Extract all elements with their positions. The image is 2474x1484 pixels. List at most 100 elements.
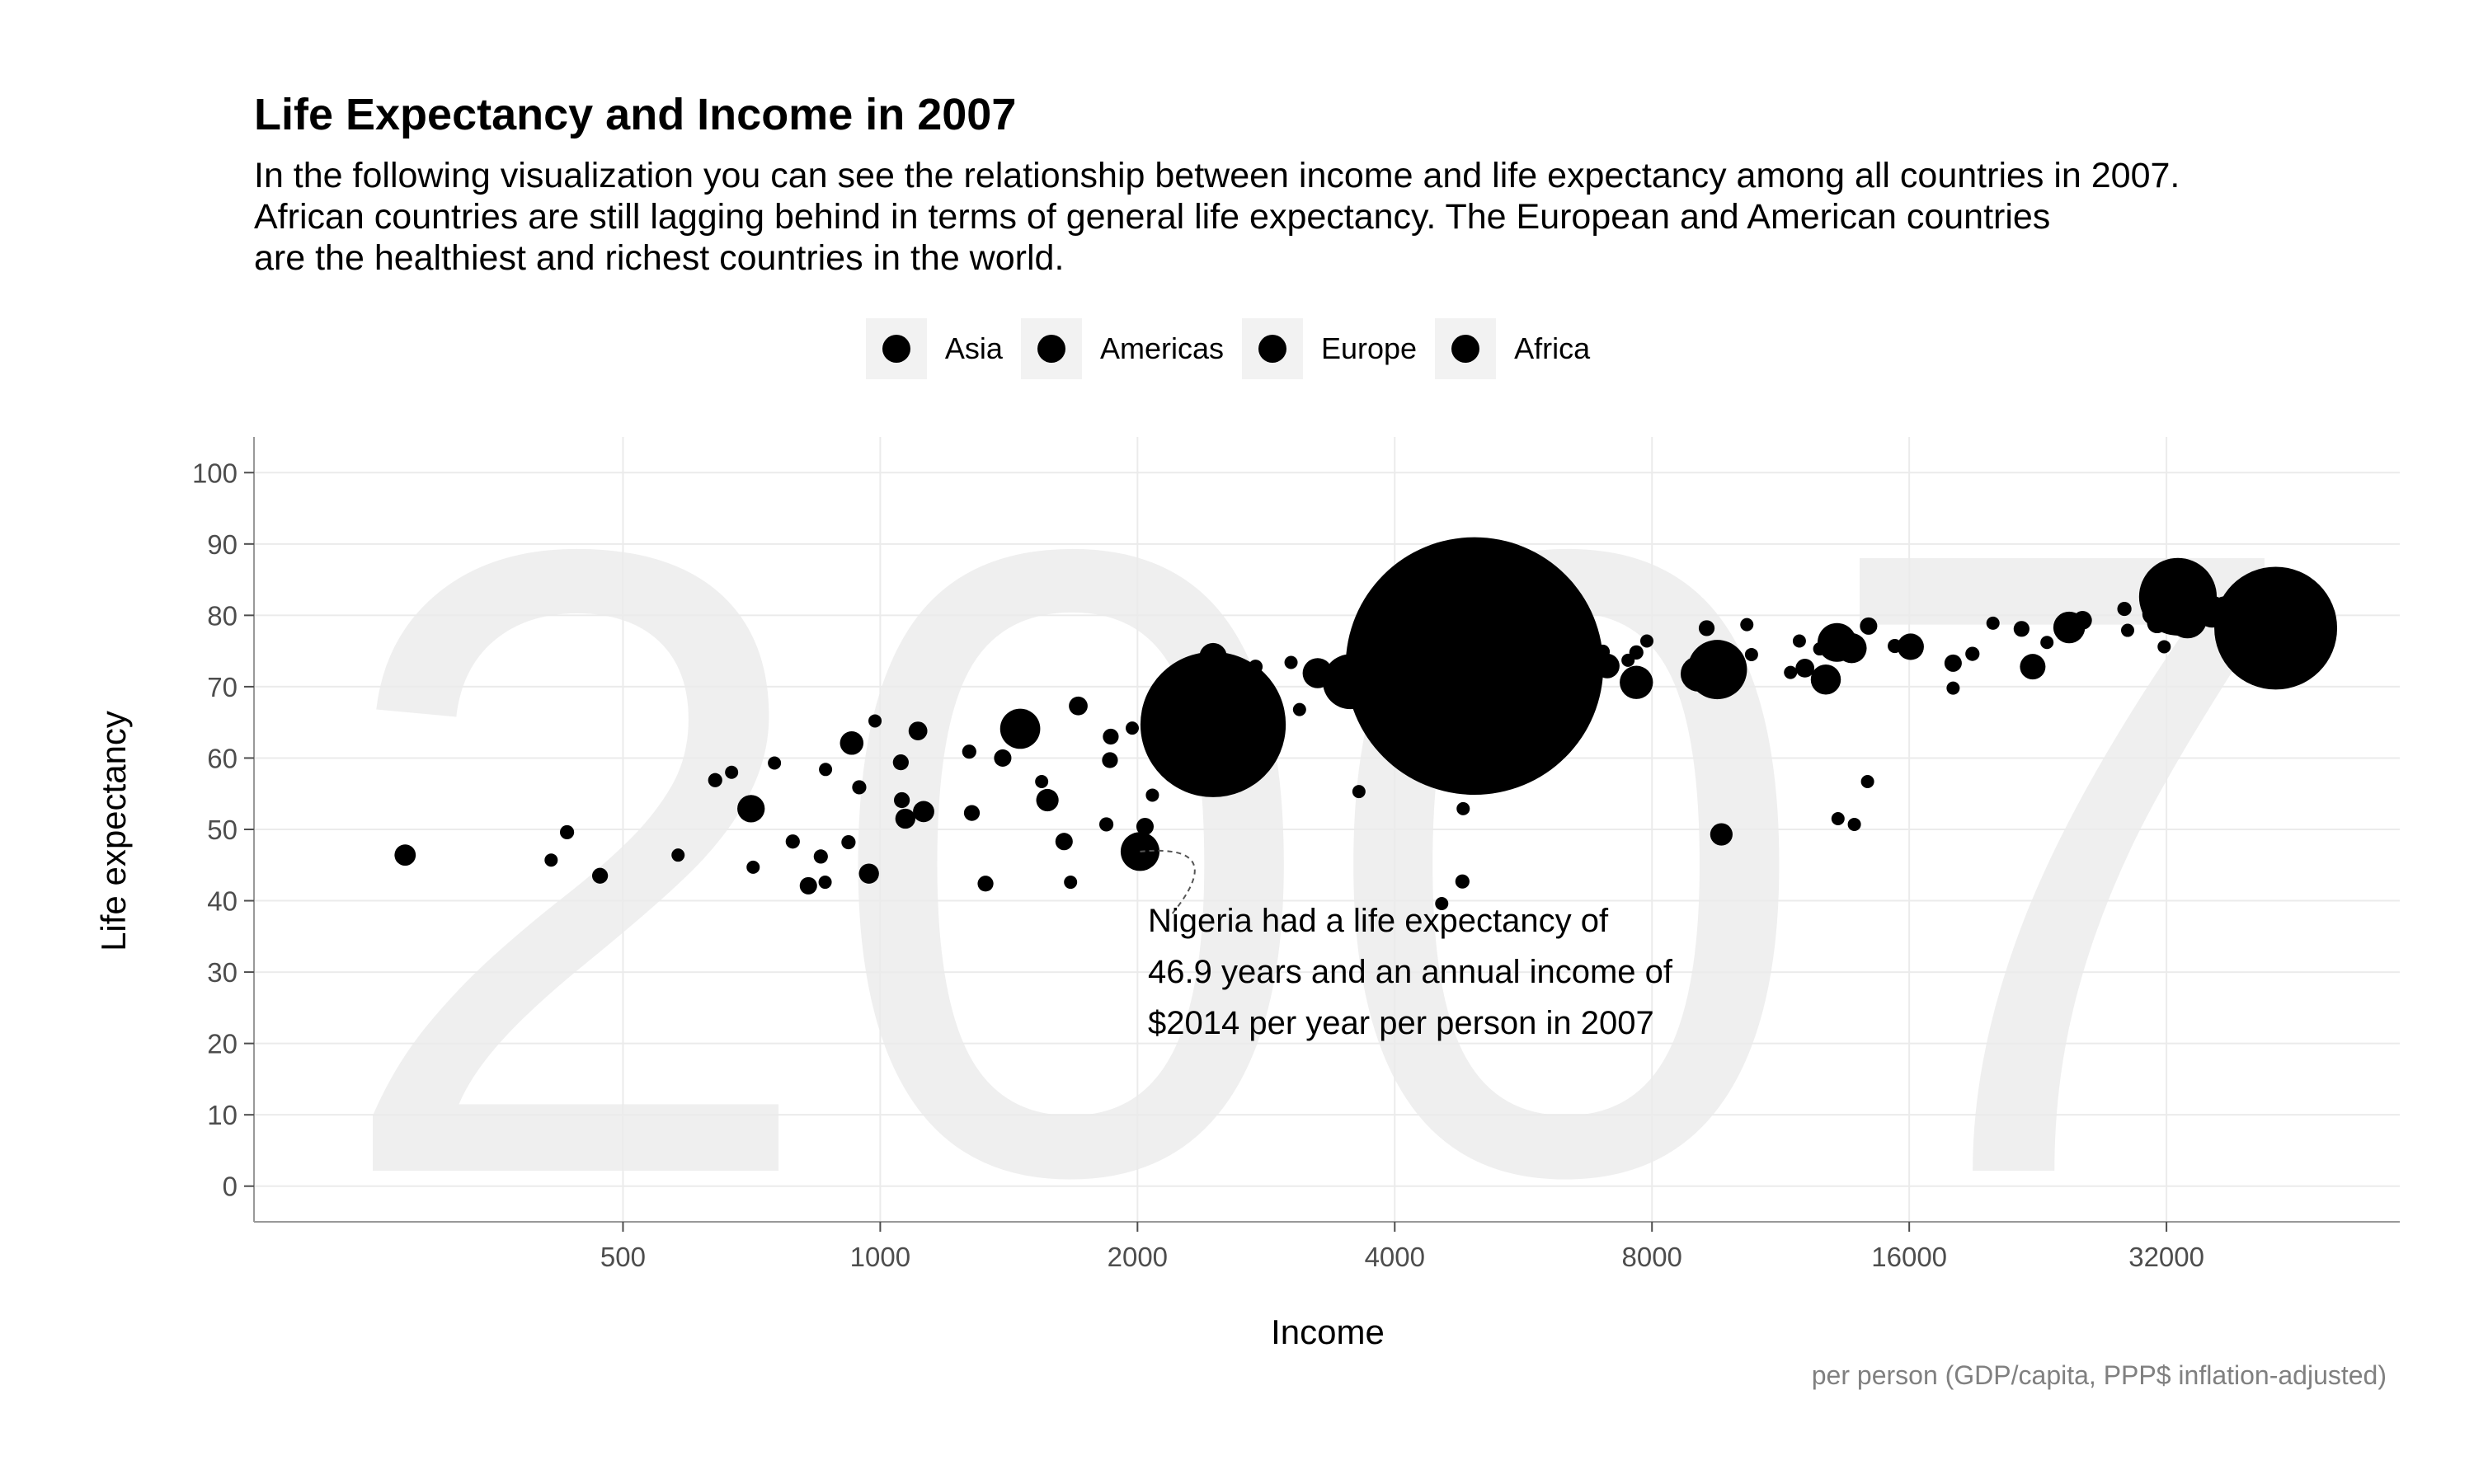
chart-subtitle: In the following visualization you can s… <box>254 156 2180 278</box>
data-point <box>2040 636 2054 650</box>
data-point <box>977 876 994 892</box>
data-point <box>1813 642 1827 656</box>
data-point <box>725 765 739 779</box>
data-point <box>2072 611 2092 630</box>
data-point <box>1831 812 1845 826</box>
data-point <box>799 876 817 895</box>
data-point <box>1284 655 1298 669</box>
y-axis-title: Life expectancy <box>94 711 133 951</box>
data-point <box>2120 623 2134 637</box>
data-point <box>1136 818 1154 836</box>
data-point <box>858 863 879 884</box>
data-point <box>1965 646 1980 661</box>
data-point <box>2020 654 2046 680</box>
data-point <box>1371 711 1385 725</box>
data-point <box>1098 817 1114 832</box>
legend-key-asia <box>865 318 927 379</box>
year-watermark: 2007 <box>328 364 2310 1360</box>
legend-dot-icon <box>882 335 910 363</box>
data-point <box>963 805 981 821</box>
data-point <box>1847 817 1861 831</box>
data-point <box>1145 788 1159 802</box>
data-point <box>708 773 722 787</box>
data-point <box>394 844 416 866</box>
data-point <box>913 801 934 823</box>
data-point <box>1740 618 1754 632</box>
data-point <box>1302 658 1333 688</box>
data-point <box>1384 663 1400 679</box>
data-point <box>559 824 575 840</box>
data-point <box>1456 801 1470 815</box>
data-point <box>1595 653 1620 679</box>
annotation-text-line: Nigeria had a life expectancy of <box>1148 903 1609 939</box>
annotation-layer: Nigeria had a life expectancy of 46.9 yea… <box>1140 849 1673 1041</box>
data-point <box>1946 681 1960 695</box>
annotation-text-line: $2014 per year per person in 2007 <box>1148 1005 1654 1041</box>
legend-item-africa: Africa <box>1435 318 1608 379</box>
y-tick-label: 30 <box>207 957 238 988</box>
data-point <box>591 867 609 884</box>
data-point <box>2211 596 2240 625</box>
data-point <box>1102 752 1118 768</box>
data-point <box>1548 660 1570 681</box>
y-tick-label: 0 <box>223 1172 238 1202</box>
data-point <box>2249 596 2263 610</box>
data-point <box>1352 785 1366 799</box>
y-tick-label: 80 <box>207 600 238 631</box>
legend-label-asia: Asia <box>944 331 1003 365</box>
watermark-layer: 2007 <box>328 364 2310 1360</box>
data-point <box>1455 874 1470 889</box>
data-point <box>1064 876 1078 890</box>
y-tick-label: 70 <box>207 672 238 702</box>
data-point <box>1595 644 1611 660</box>
data-point <box>1620 665 1653 699</box>
data-point <box>1435 897 1449 911</box>
y-tick-label: 60 <box>207 743 238 773</box>
data-point <box>894 791 910 809</box>
legend-label-americas: Americas <box>1099 331 1224 365</box>
data-point <box>1345 537 1604 796</box>
data-point <box>1055 833 1073 851</box>
x-tick-label: 8000 <box>1622 1242 1682 1272</box>
data-point <box>2157 640 2171 654</box>
data-point <box>1680 655 1716 692</box>
legend-key-africa <box>1435 318 1497 379</box>
data-point <box>1429 752 1450 773</box>
data-point <box>819 763 833 777</box>
data-point <box>1639 634 1653 648</box>
x-axis-caption: per person (GDP/capita, PPP$ inflation-a… <box>1811 1360 2387 1390</box>
annotation-connector <box>1140 849 1196 916</box>
data-point <box>994 749 1012 767</box>
legend-key-americas <box>1020 318 1082 379</box>
data-point <box>895 808 916 829</box>
data-point <box>544 853 558 867</box>
data-point <box>1897 633 1924 660</box>
data-point <box>737 795 765 823</box>
data-point <box>2269 621 2283 635</box>
y-tick-label: 40 <box>207 886 238 917</box>
data-point <box>2319 606 2335 622</box>
data-point <box>2314 626 2328 640</box>
legend-label-europe: Europe <box>1320 331 1418 365</box>
x-tick-label: 500 <box>600 1242 646 1272</box>
x-tick-label: 2000 <box>1108 1242 1168 1272</box>
data-point <box>1035 775 1049 789</box>
data-point <box>1540 634 1554 648</box>
data-point <box>1710 823 1733 846</box>
data-point <box>999 708 1041 749</box>
data-point <box>2117 601 2132 617</box>
x-tick-label: 4000 <box>1365 1242 1425 1272</box>
legend-dot-icon <box>1037 335 1065 363</box>
data-point <box>1837 632 1867 664</box>
data-point <box>1860 775 1874 789</box>
data-point <box>962 744 976 759</box>
y-tick-label: 90 <box>207 529 238 560</box>
data-point <box>2013 621 2030 637</box>
data-point <box>2278 593 2292 607</box>
data-point <box>1199 642 1227 671</box>
data-point <box>1140 651 1286 797</box>
annotation-text-line: 46.9 years and an annual income of <box>1148 954 1673 990</box>
data-point <box>1036 788 1059 812</box>
y-tick-label: 100 <box>192 458 238 488</box>
